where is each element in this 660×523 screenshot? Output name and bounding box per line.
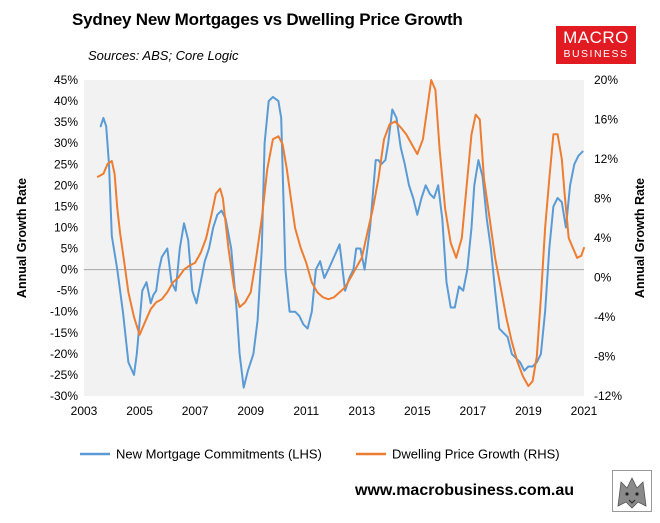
- y-right-tick-label: 12%: [594, 152, 618, 166]
- y-left-tick-label: 5%: [61, 242, 79, 256]
- x-tick-label: 2009: [237, 404, 264, 418]
- series-group: [96, 79, 585, 389]
- y-right-tick-label: -12%: [594, 389, 622, 403]
- y-left-tick-label: 0%: [61, 263, 79, 277]
- y-right-tick-label: 4%: [594, 231, 612, 245]
- legend: New Mortgage Commitments (LHS) Dwelling …: [80, 447, 560, 462]
- logo-line2: BUSINESS: [563, 48, 629, 60]
- logo-line1: MACRO: [563, 28, 629, 47]
- y-left-tick-label: -25%: [50, 368, 78, 382]
- y-right-tick-label: 20%: [594, 73, 618, 87]
- x-tick-label: 2003: [71, 404, 98, 418]
- x-tick-label: 2011: [293, 404, 319, 418]
- y-left-tick-label: 25%: [54, 157, 78, 171]
- y-left-tick-label: -10%: [50, 305, 78, 319]
- x-tick-label: 2015: [404, 404, 431, 418]
- y-left-tick-label: 15%: [54, 199, 78, 213]
- y-left-tick-label: 10%: [54, 220, 78, 234]
- x-tick-label: 2017: [460, 404, 487, 418]
- x-tick-label: 2007: [182, 404, 209, 418]
- y-left-tick-label: 40%: [54, 94, 78, 108]
- right-axis-ticks: -12% -8% -4% 0% 4% 8% 12% 16% 20%: [594, 73, 622, 403]
- mortgage-commitments-line: [99, 95, 584, 389]
- y-left-tick-label: -20%: [50, 347, 78, 361]
- y-left-tick-label: 20%: [54, 178, 78, 192]
- x-axis-ticks: 2003 2005 2007 2009 2011 2013 2015 2017 2019 2021: [71, 404, 598, 418]
- y-axis-left-label: Annual Growth Rate: [15, 178, 29, 298]
- macrobusiness-logo: MACRO BUSINESS: [556, 26, 636, 64]
- chart-title: Sydney New Mortgages vs Dwelling Price G…: [72, 10, 463, 29]
- y-right-tick-label: 8%: [594, 192, 612, 206]
- y-right-tick-label: -4%: [594, 310, 616, 324]
- y-left-tick-label: -15%: [50, 326, 78, 340]
- y-axis-right-label: Annual Growth Rate: [633, 178, 647, 298]
- y-right-tick-label: -8%: [594, 350, 616, 364]
- x-tick-label: 2005: [126, 404, 153, 418]
- y-left-tick-label: 30%: [54, 136, 78, 150]
- legend-price-label: Dwelling Price Growth (RHS): [392, 447, 560, 462]
- chart-subtitle: Sources: ABS; Core Logic: [88, 48, 239, 63]
- wolf-logo-icon: [612, 470, 652, 512]
- x-tick-label: 2013: [348, 404, 375, 418]
- y-left-tick-label: 45%: [54, 73, 78, 87]
- y-left-tick-label: -30%: [50, 389, 78, 403]
- plot-area: [84, 80, 584, 396]
- y-right-tick-label: 0%: [594, 271, 612, 285]
- y-right-tick-label: 16%: [594, 113, 618, 127]
- y-left-tick-label: -5%: [57, 284, 79, 298]
- website-url: www.macrobusiness.com.au: [355, 482, 575, 499]
- left-axis-ticks: -30% -25% -20% -15% -10% -5% 0% 5% 10% 15% 20% 25% 3…: [50, 73, 78, 403]
- x-tick-label: 2021: [571, 404, 598, 418]
- legend-mortgage-label: New Mortgage Commitments (LHS): [116, 447, 322, 462]
- x-tick-label: 2019: [515, 404, 542, 418]
- dwelling-price-line: [96, 79, 585, 388]
- y-left-tick-label: 35%: [54, 115, 78, 129]
